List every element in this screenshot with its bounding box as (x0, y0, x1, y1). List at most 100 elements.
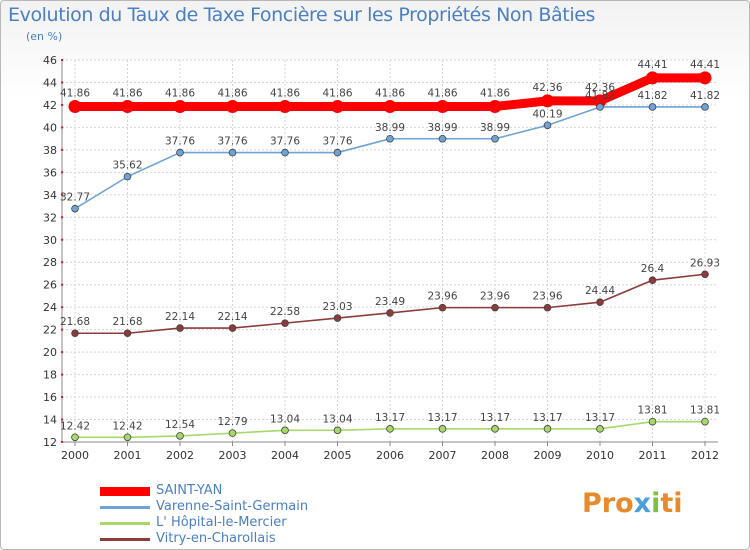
data-point (648, 417, 657, 426)
logo-part-pro: Pro (582, 488, 634, 519)
y-axis-marker (61, 238, 63, 241)
x-tick-label: 2009 (534, 449, 562, 462)
data-label: 42.36 (585, 82, 615, 94)
x-tick-label: 2008 (481, 449, 509, 462)
data-label: 22.14 (217, 311, 247, 323)
data-point (491, 425, 499, 433)
y-axis-marker (61, 126, 63, 129)
legend-swatch (100, 538, 150, 541)
data-label: 23.49 (375, 296, 405, 308)
data-point (386, 425, 394, 433)
y-axis-marker (61, 328, 63, 331)
data-label: 41.82 (690, 90, 720, 102)
y-axis-marker (61, 418, 63, 421)
x-tick-label: 2003 (219, 449, 247, 462)
data-point (68, 100, 82, 114)
data-label: 23.96 (480, 291, 510, 303)
x-tick-label: 2005 (324, 449, 352, 462)
data-label: 40.19 (532, 108, 562, 120)
data-label: 13.17 (375, 412, 405, 424)
data-label: 41.86 (217, 88, 247, 100)
data-point (71, 204, 79, 213)
data-point (596, 103, 604, 111)
data-label: 41.86 (480, 88, 510, 100)
data-label: 13.04 (270, 413, 300, 425)
data-label: 41.86 (112, 88, 142, 100)
data-point (176, 324, 184, 332)
y-tick-label: 46 (43, 54, 57, 67)
data-label: 41.82 (637, 90, 667, 102)
y-axis-marker (61, 103, 63, 106)
y-tick-label: 22 (43, 324, 57, 337)
data-label: 21.68 (112, 316, 142, 328)
data-point (386, 134, 394, 143)
legend-swatch (100, 522, 150, 525)
data-point (386, 309, 394, 317)
data-label: 22.58 (270, 306, 300, 318)
data-point (491, 134, 499, 143)
data-label: 41.86 (165, 88, 195, 100)
y-axis-marker (61, 148, 63, 151)
data-point (596, 298, 604, 307)
data-point (333, 426, 342, 435)
data-label: 42.36 (532, 82, 562, 94)
data-point (333, 148, 342, 157)
x-tick-label: 2007 (429, 449, 457, 462)
y-axis-marker (61, 216, 63, 219)
data-point (593, 94, 607, 108)
y-tick-label: 18 (43, 369, 57, 382)
data-label: 38.99 (375, 122, 405, 134)
data-label: 41.86 (60, 88, 90, 100)
data-point (543, 303, 552, 312)
data-point (701, 417, 709, 426)
data-point (228, 148, 237, 157)
data-point (438, 425, 447, 433)
y-tick-label: 40 (43, 121, 57, 134)
data-point (331, 100, 344, 114)
y-axis-marker (61, 306, 63, 309)
x-tick-label: 2012 (691, 449, 719, 462)
data-point (278, 100, 292, 114)
data-point (121, 100, 134, 114)
legend-label: Varenne-Saint-Germain (156, 499, 309, 514)
data-label: 32.77 (60, 192, 90, 204)
data-label: 37.76 (322, 136, 352, 148)
data-point (173, 100, 187, 114)
data-point (71, 433, 79, 442)
y-axis-marker (61, 261, 63, 264)
legend-swatch (100, 506, 150, 509)
y-axis-marker (61, 283, 63, 286)
logo-part-ti: ti (660, 488, 683, 519)
y-tick-label: 38 (43, 144, 57, 157)
data-point (438, 134, 447, 143)
x-tick-label: 2002 (166, 449, 194, 462)
data-label: 13.17 (480, 412, 510, 424)
unit-label: (en %) (26, 30, 63, 43)
y-tick-label: 30 (43, 234, 57, 247)
data-point (648, 276, 657, 285)
x-tick-label: 2004 (271, 449, 299, 462)
data-label: 12.42 (112, 420, 142, 432)
y-axis-marker (61, 193, 63, 196)
data-point (176, 432, 184, 440)
data-point (228, 429, 237, 437)
data-label: 22.14 (165, 311, 195, 323)
data-label: 44.41 (637, 59, 667, 71)
y-tick-label: 24 (43, 301, 57, 314)
y-axis-marker (61, 81, 63, 84)
data-point (698, 71, 712, 85)
x-tick-label: 2006 (376, 449, 404, 462)
data-label: 13.17 (585, 412, 615, 424)
legend-label: Vitry-en-Charollais (156, 531, 276, 546)
data-point (436, 100, 449, 114)
y-tick-label: 42 (43, 99, 57, 112)
data-point (491, 303, 499, 312)
legend-label: SAINT-YAN (156, 483, 223, 498)
legend-swatch (100, 487, 150, 496)
y-axis-marker (61, 396, 63, 399)
x-tick-label: 2001 (114, 449, 142, 462)
data-label: 13.17 (532, 412, 562, 424)
data-label: 23.96 (427, 291, 457, 303)
data-label: 41.86 (375, 88, 405, 100)
